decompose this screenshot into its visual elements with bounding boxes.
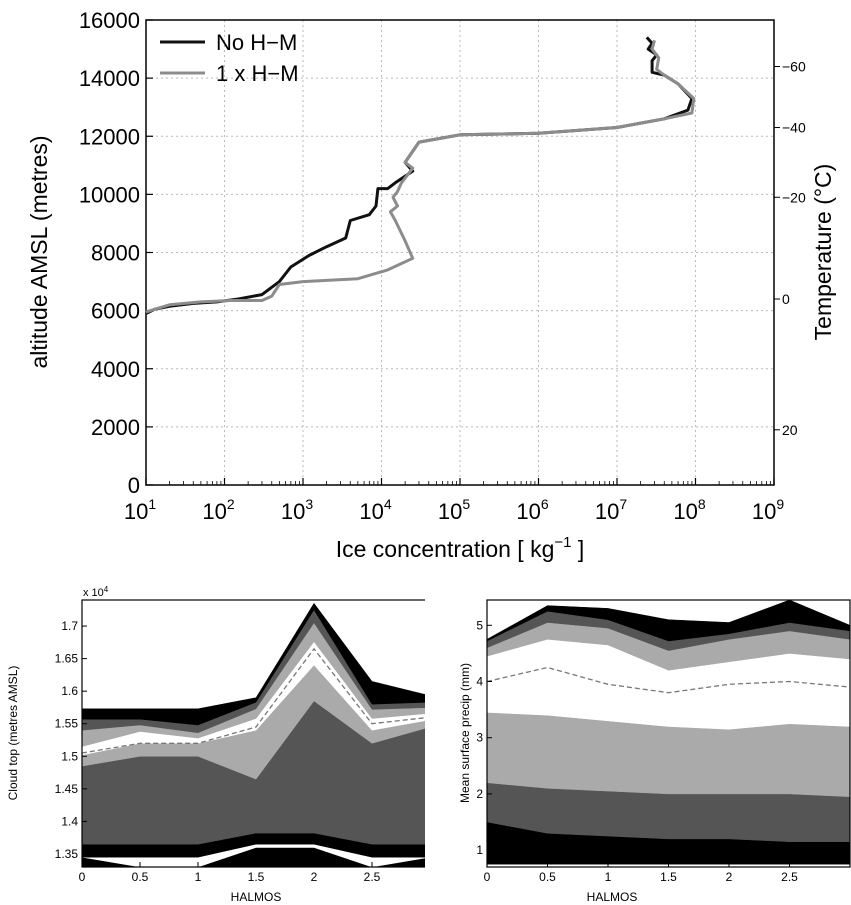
right-x-tick-label: 2.5	[781, 870, 798, 884]
top-y-axis-label: altitude AMSL (metres)	[26, 135, 52, 368]
top-y2-tick-label: −60	[782, 59, 806, 75]
top-x-tick-label: 109	[752, 496, 784, 524]
surface-precip-chart: 0 0.5 1 1.5 2 2.5 1 2 3 4 5 Mean surface precip (m…	[458, 599, 851, 904]
right-y-axis-label: Mean surface precip (mm)	[458, 663, 472, 803]
top-grid	[146, 20, 774, 485]
top-x-axis-label: Ice concentration [ kg−1 ]	[336, 534, 585, 562]
top-y-tick-label: 6000	[91, 299, 140, 324]
top-x-tick-label: 107	[595, 496, 627, 524]
top-y-tick-label: 16000	[79, 8, 140, 33]
right-x-tick-label: 1	[605, 870, 612, 884]
series-1x-hm-line	[145, 39, 696, 314]
right-x-tick-label: 1.5	[660, 870, 677, 884]
top-x-tick-label: 106	[516, 496, 548, 524]
top-y2-tick-label: −40	[782, 120, 806, 136]
right-y-tick-label: 5	[476, 618, 483, 632]
top-y-tick-label: 2000	[91, 415, 140, 440]
right-x-tick-label: 2	[726, 870, 733, 884]
right-y-tick-label: 2	[476, 787, 483, 801]
top-x-tick-label: 102	[202, 496, 234, 524]
left-y-tick-label: 1.4	[61, 814, 78, 828]
top-x-axis-label-main: Ice concentration [ kg	[336, 536, 555, 562]
top-y-tick-label: 8000	[91, 241, 140, 266]
top-x-tick-label: 101	[124, 496, 156, 524]
left-y-tick-label: 1.6	[61, 684, 78, 698]
top-x-tick-label: 103	[281, 496, 313, 524]
left-x-tick-label: 1.5	[248, 870, 265, 884]
left-y-tick-label: 1.65	[55, 652, 79, 666]
left-multiplier: x 104	[83, 585, 109, 599]
top-x-tick-label: 104	[359, 496, 391, 524]
right-ticks: 0 0.5 1 1.5 2 2.5 1 2 3 4 5	[476, 618, 798, 884]
left-x-tick-label: 2.5	[364, 870, 381, 884]
right-dashed	[486, 666, 851, 694]
left-x-axis-label: HALMOS	[231, 890, 282, 904]
top-y-tick-label: 10000	[79, 182, 140, 207]
top-y2-tick-label: 20	[782, 422, 798, 438]
legend-label-no-hm: No H−M	[216, 30, 297, 55]
top-y-tick-label: 0	[128, 473, 140, 498]
top-x-axis-label-end: ]	[571, 536, 584, 562]
left-dashed	[81, 647, 425, 754]
top-legend: No H−M 1 x H−M	[160, 30, 299, 86]
left-bands	[81, 602, 425, 868]
series-no-hm-line	[145, 36, 694, 315]
top-x-tick-label: 105	[438, 496, 470, 524]
top-series	[145, 36, 696, 315]
left-x-tick-label: 0	[79, 870, 86, 884]
top-y2-axis-label: Temperature (°C)	[810, 164, 836, 341]
left-band	[81, 602, 425, 726]
right-x-axis-label: HALMOS	[587, 890, 638, 904]
left-dashed-line	[81, 647, 425, 754]
right-y-tick-label: 3	[476, 731, 483, 745]
right-y-tick-label: 4	[476, 675, 483, 689]
top-y2-tick-label: −20	[782, 189, 806, 205]
left-ticks: 00.511.522.531.351.41.451.51.551.61.651.…	[55, 619, 381, 884]
right-x-tick-label: 0	[484, 870, 491, 884]
left-y-tick-label: 1.35	[55, 847, 79, 861]
left-y-tick-label: 1.45	[55, 782, 79, 796]
cloud-top-chart: 00.511.522.531.351.41.451.51.551.61.651.…	[6, 585, 425, 904]
left-x-tick-label: 0.5	[132, 870, 149, 884]
top-x-axis-label-sup: −1	[554, 534, 571, 551]
left-multiplier-exp: 4	[104, 585, 109, 594]
top-y2-tick-label: 0	[782, 291, 790, 307]
top-y-tick-label: 4000	[91, 357, 140, 382]
right-y-tick-label: 1	[476, 843, 483, 857]
right-dashed-line	[486, 666, 851, 694]
legend-label-1x-hm: 1 x H−M	[216, 61, 299, 86]
left-y-tick-label: 1.7	[61, 619, 78, 633]
right-x-tick-label: 0.5	[539, 870, 556, 884]
top-ticks: 101 102 103 104 105 106 107 108 109 0 2000 4000 6000…	[79, 8, 806, 524]
top-y-tick-label: 12000	[79, 124, 140, 149]
left-multiplier-text: x 10	[83, 587, 104, 599]
top-y-tick-label: 14000	[79, 66, 140, 91]
left-x-tick-label: 1	[195, 870, 202, 884]
left-y-tick-label: 1.5	[61, 749, 78, 763]
top-x-tick-label: 108	[673, 496, 705, 524]
ice-concentration-chart: 101 102 103 104 105 106 107 108 109 0 2000 4000 6000…	[26, 8, 836, 562]
left-y-axis-label: Cloud top (metres AMSL)	[6, 666, 20, 801]
left-y-tick-label: 1.55	[55, 717, 79, 731]
right-bands	[486, 599, 851, 868]
left-x-tick-label: 2	[311, 870, 318, 884]
